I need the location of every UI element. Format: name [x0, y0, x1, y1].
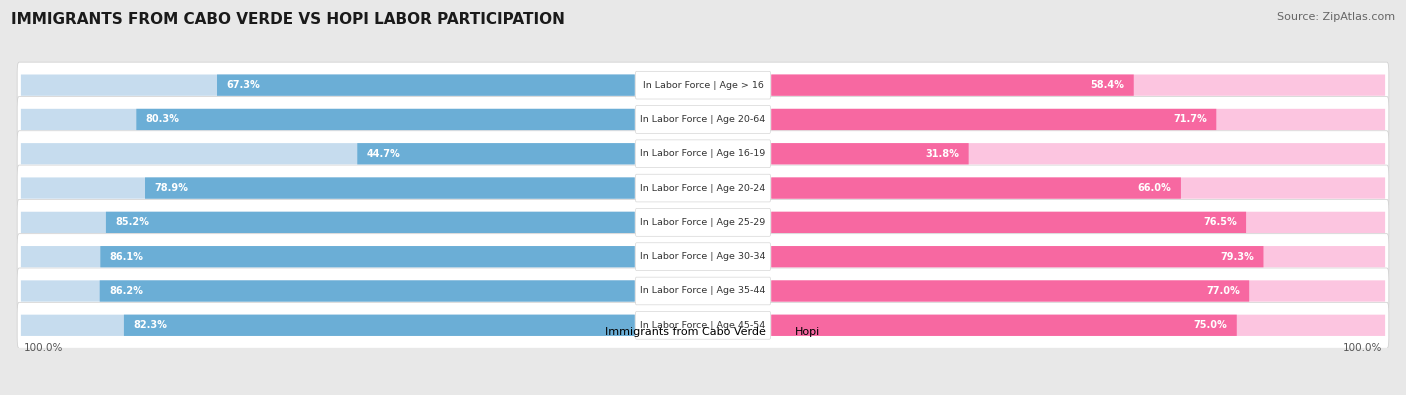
FancyBboxPatch shape — [772, 75, 1385, 96]
FancyBboxPatch shape — [17, 62, 1389, 108]
FancyBboxPatch shape — [636, 311, 770, 339]
Text: 71.7%: 71.7% — [1173, 115, 1206, 124]
Text: 31.8%: 31.8% — [925, 149, 959, 159]
FancyBboxPatch shape — [21, 212, 634, 233]
FancyBboxPatch shape — [17, 199, 1389, 245]
FancyBboxPatch shape — [217, 75, 634, 96]
FancyBboxPatch shape — [21, 143, 634, 164]
FancyBboxPatch shape — [772, 246, 1264, 267]
FancyBboxPatch shape — [17, 268, 1389, 314]
FancyBboxPatch shape — [772, 143, 1385, 164]
Text: In Labor Force | Age 20-24: In Labor Force | Age 20-24 — [640, 184, 766, 193]
Text: 100.0%: 100.0% — [1343, 343, 1382, 353]
Text: 82.3%: 82.3% — [134, 320, 167, 330]
Text: In Labor Force | Age 25-29: In Labor Force | Age 25-29 — [640, 218, 766, 227]
FancyBboxPatch shape — [636, 174, 770, 202]
Text: 76.5%: 76.5% — [1204, 217, 1237, 228]
Text: 67.3%: 67.3% — [226, 80, 260, 90]
FancyBboxPatch shape — [772, 246, 1385, 267]
Text: 86.1%: 86.1% — [110, 252, 143, 261]
Text: 66.0%: 66.0% — [1137, 183, 1171, 193]
FancyBboxPatch shape — [21, 246, 634, 267]
FancyBboxPatch shape — [772, 280, 1249, 302]
Text: 80.3%: 80.3% — [146, 115, 180, 124]
FancyBboxPatch shape — [772, 143, 969, 164]
Text: In Labor Force | Age > 16: In Labor Force | Age > 16 — [643, 81, 763, 90]
Text: 58.4%: 58.4% — [1091, 80, 1125, 90]
FancyBboxPatch shape — [772, 109, 1385, 130]
FancyBboxPatch shape — [772, 177, 1385, 199]
FancyBboxPatch shape — [636, 209, 770, 236]
FancyBboxPatch shape — [772, 177, 1181, 199]
FancyBboxPatch shape — [17, 302, 1389, 348]
Text: Source: ZipAtlas.com: Source: ZipAtlas.com — [1277, 12, 1395, 22]
FancyBboxPatch shape — [136, 109, 634, 130]
Text: In Labor Force | Age 35-44: In Labor Force | Age 35-44 — [640, 286, 766, 295]
FancyBboxPatch shape — [636, 243, 770, 271]
Text: In Labor Force | Age 45-54: In Labor Force | Age 45-54 — [640, 321, 766, 330]
Text: IMMIGRANTS FROM CABO VERDE VS HOPI LABOR PARTICIPATION: IMMIGRANTS FROM CABO VERDE VS HOPI LABOR… — [11, 12, 565, 27]
Text: 85.2%: 85.2% — [115, 217, 149, 228]
FancyBboxPatch shape — [772, 109, 1216, 130]
FancyBboxPatch shape — [17, 96, 1389, 143]
FancyBboxPatch shape — [21, 109, 634, 130]
FancyBboxPatch shape — [100, 246, 634, 267]
FancyBboxPatch shape — [636, 277, 770, 305]
FancyBboxPatch shape — [100, 280, 634, 302]
FancyBboxPatch shape — [17, 131, 1389, 177]
FancyBboxPatch shape — [636, 140, 770, 167]
Text: 100.0%: 100.0% — [24, 343, 63, 353]
Text: In Labor Force | Age 30-34: In Labor Force | Age 30-34 — [640, 252, 766, 261]
FancyBboxPatch shape — [772, 212, 1385, 233]
FancyBboxPatch shape — [772, 212, 1246, 233]
FancyBboxPatch shape — [145, 177, 634, 199]
FancyBboxPatch shape — [124, 315, 634, 336]
FancyBboxPatch shape — [772, 280, 1385, 302]
Text: 86.2%: 86.2% — [110, 286, 143, 296]
FancyBboxPatch shape — [17, 234, 1389, 280]
FancyBboxPatch shape — [772, 315, 1385, 336]
FancyBboxPatch shape — [21, 177, 634, 199]
Text: In Labor Force | Age 20-64: In Labor Force | Age 20-64 — [640, 115, 766, 124]
FancyBboxPatch shape — [636, 71, 770, 99]
FancyBboxPatch shape — [772, 75, 1133, 96]
Text: 77.0%: 77.0% — [1206, 286, 1240, 296]
FancyBboxPatch shape — [17, 165, 1389, 211]
Text: 75.0%: 75.0% — [1194, 320, 1227, 330]
FancyBboxPatch shape — [636, 105, 770, 134]
Text: 78.9%: 78.9% — [155, 183, 188, 193]
FancyBboxPatch shape — [21, 75, 634, 96]
FancyBboxPatch shape — [105, 212, 634, 233]
Text: 44.7%: 44.7% — [367, 149, 401, 159]
FancyBboxPatch shape — [772, 315, 1237, 336]
FancyBboxPatch shape — [21, 280, 634, 302]
FancyBboxPatch shape — [357, 143, 634, 164]
Text: 79.3%: 79.3% — [1220, 252, 1254, 261]
Text: In Labor Force | Age 16-19: In Labor Force | Age 16-19 — [640, 149, 766, 158]
FancyBboxPatch shape — [21, 315, 634, 336]
Legend: Immigrants from Cabo Verde, Hopi: Immigrants from Cabo Verde, Hopi — [581, 322, 825, 341]
